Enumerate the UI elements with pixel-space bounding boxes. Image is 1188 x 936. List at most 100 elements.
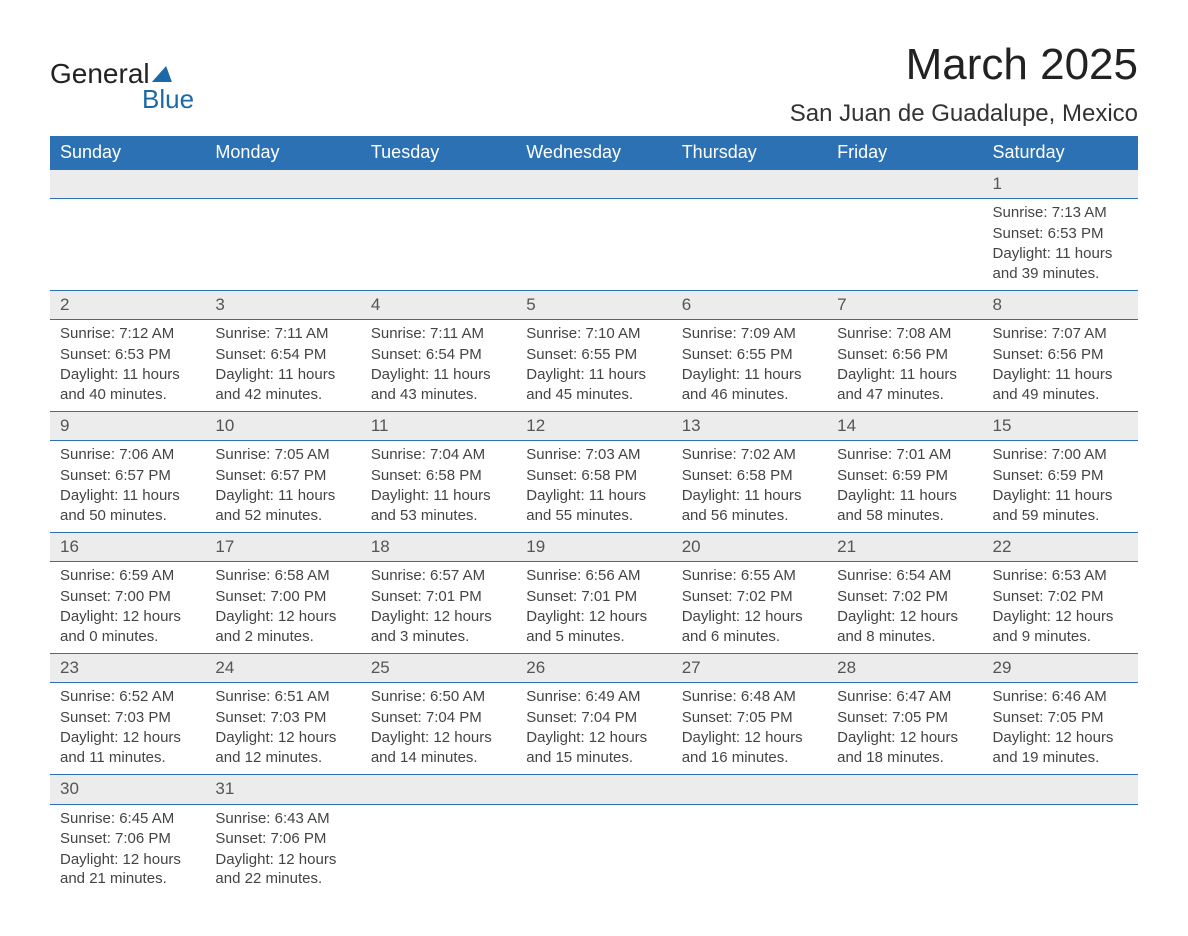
sunrise-line: Sunrise: 7:06 AM: [60, 445, 195, 465]
sunrise-value: 7:12 AM: [119, 325, 174, 342]
sunrise-line: Sunrise: 7:11 AM: [215, 324, 350, 344]
sunrise-value: 6:46 AM: [1052, 688, 1107, 705]
sunset-label: Sunset:: [526, 467, 581, 484]
sunset-label: Sunset:: [526, 709, 581, 726]
sunset-value: 7:00 PM: [115, 588, 171, 605]
sunrise-value: 6:50 AM: [430, 688, 485, 705]
day-detail-cell: Sunrise: 7:07 AMSunset: 6:56 PMDaylight:…: [983, 320, 1138, 412]
daylight-label: Daylight:: [526, 366, 589, 383]
sunset-value: 6:55 PM: [581, 346, 637, 363]
day-number-cell: [983, 775, 1138, 804]
day-detail-cell: Sunrise: 7:05 AMSunset: 6:57 PMDaylight:…: [205, 441, 360, 533]
day-number-cell: 21: [827, 533, 982, 562]
sunrise-label: Sunrise:: [837, 446, 896, 463]
day-number-cell: 30: [50, 775, 205, 804]
sunset-value: 7:05 PM: [892, 709, 948, 726]
day-detail-cell: [672, 199, 827, 291]
sunset-label: Sunset:: [993, 709, 1048, 726]
sunset-label: Sunset:: [682, 346, 737, 363]
sunset-line: Sunset: 6:56 PM: [993, 345, 1128, 365]
daylight-label: Daylight:: [371, 366, 434, 383]
sunset-label: Sunset:: [60, 709, 115, 726]
sunrise-value: 6:43 AM: [275, 810, 330, 827]
day-number-cell: 16: [50, 533, 205, 562]
daylight-label: Daylight:: [215, 366, 278, 383]
sunset-label: Sunset:: [371, 467, 426, 484]
sunrise-label: Sunrise:: [682, 567, 741, 584]
sunset-line: Sunset: 6:57 PM: [60, 466, 195, 486]
sunset-line: Sunset: 6:56 PM: [837, 345, 972, 365]
day-detail-cell: Sunrise: 6:56 AMSunset: 7:01 PMDaylight:…: [516, 562, 671, 654]
sunrise-label: Sunrise:: [60, 810, 119, 827]
week-detail-row: Sunrise: 6:59 AMSunset: 7:00 PMDaylight:…: [50, 562, 1138, 654]
sunset-label: Sunset:: [60, 588, 115, 605]
day-detail-cell: Sunrise: 6:50 AMSunset: 7:04 PMDaylight:…: [361, 683, 516, 775]
daylight-label: Daylight:: [837, 729, 900, 746]
sunrise-line: Sunrise: 6:53 AM: [993, 566, 1128, 586]
day-detail-cell: [50, 199, 205, 291]
sunrise-value: 6:54 AM: [896, 567, 951, 584]
daylight-line: Daylight: 11 hours and 47 minutes.: [837, 365, 972, 404]
sunset-line: Sunset: 7:05 PM: [682, 708, 817, 728]
sunrise-line: Sunrise: 7:13 AM: [993, 203, 1128, 223]
daylight-line: Daylight: 12 hours and 18 minutes.: [837, 728, 972, 767]
sunrise-value: 6:51 AM: [275, 688, 330, 705]
day-number-cell: [205, 170, 360, 199]
sunrise-value: 7:06 AM: [119, 446, 174, 463]
day-detail-cell: Sunrise: 6:51 AMSunset: 7:03 PMDaylight:…: [205, 683, 360, 775]
day-number-cell: 19: [516, 533, 671, 562]
sunset-label: Sunset:: [682, 588, 737, 605]
daylight-line: Daylight: 11 hours and 49 minutes.: [993, 365, 1128, 404]
daylight-label: Daylight:: [682, 366, 745, 383]
sunset-value: 6:54 PM: [426, 346, 482, 363]
daylight-line: Daylight: 11 hours and 46 minutes.: [682, 365, 817, 404]
sunset-line: Sunset: 7:01 PM: [371, 587, 506, 607]
sunset-value: 7:03 PM: [115, 709, 171, 726]
sunrise-line: Sunrise: 6:43 AM: [215, 809, 350, 829]
day-detail-cell: [827, 199, 982, 291]
sunset-value: 6:53 PM: [1048, 225, 1104, 242]
sunset-line: Sunset: 7:04 PM: [371, 708, 506, 728]
sunset-value: 6:56 PM: [892, 346, 948, 363]
sunset-value: 6:56 PM: [1048, 346, 1104, 363]
day-detail-cell: Sunrise: 7:11 AMSunset: 6:54 PMDaylight:…: [361, 320, 516, 412]
weekday-header: Tuesday: [361, 136, 516, 170]
sunset-value: 7:01 PM: [426, 588, 482, 605]
sunrise-line: Sunrise: 6:47 AM: [837, 687, 972, 707]
sunrise-value: 7:04 AM: [430, 446, 485, 463]
day-detail-cell: Sunrise: 6:43 AMSunset: 7:06 PMDaylight:…: [205, 804, 360, 896]
daylight-label: Daylight:: [526, 487, 589, 504]
sunset-label: Sunset:: [993, 225, 1048, 242]
week-detail-row: Sunrise: 6:45 AMSunset: 7:06 PMDaylight:…: [50, 804, 1138, 896]
weekday-header: Sunday: [50, 136, 205, 170]
week-daynum-row: 1: [50, 170, 1138, 199]
day-number-cell: [516, 775, 671, 804]
daylight-label: Daylight:: [215, 851, 278, 868]
page-header: General Blue March 2025 San Juan de Guad…: [50, 40, 1138, 128]
daylight-line: Daylight: 11 hours and 56 minutes.: [682, 486, 817, 525]
sunrise-label: Sunrise:: [60, 688, 119, 705]
daylight-line: Daylight: 11 hours and 40 minutes.: [60, 365, 195, 404]
sunrise-value: 6:45 AM: [119, 810, 174, 827]
sunset-label: Sunset:: [215, 346, 270, 363]
day-number-cell: [50, 170, 205, 199]
sunset-value: 6:54 PM: [270, 346, 326, 363]
sunset-line: Sunset: 7:01 PM: [526, 587, 661, 607]
sunrise-label: Sunrise:: [215, 446, 274, 463]
week-daynum-row: 16171819202122: [50, 533, 1138, 562]
daylight-line: Daylight: 12 hours and 9 minutes.: [993, 607, 1128, 646]
sunset-label: Sunset:: [526, 346, 581, 363]
sunrise-value: 6:57 AM: [430, 567, 485, 584]
day-number-cell: 22: [983, 533, 1138, 562]
sunset-label: Sunset:: [215, 467, 270, 484]
daylight-line: Daylight: 11 hours and 58 minutes.: [837, 486, 972, 525]
sunrise-line: Sunrise: 7:07 AM: [993, 324, 1128, 344]
sunset-line: Sunset: 7:02 PM: [993, 587, 1128, 607]
day-number-cell: 13: [672, 412, 827, 441]
sunrise-label: Sunrise:: [215, 810, 274, 827]
sunset-line: Sunset: 7:02 PM: [682, 587, 817, 607]
day-detail-cell: [361, 199, 516, 291]
day-number-cell: [827, 775, 982, 804]
daylight-label: Daylight:: [993, 608, 1056, 625]
day-number-cell: 2: [50, 291, 205, 320]
